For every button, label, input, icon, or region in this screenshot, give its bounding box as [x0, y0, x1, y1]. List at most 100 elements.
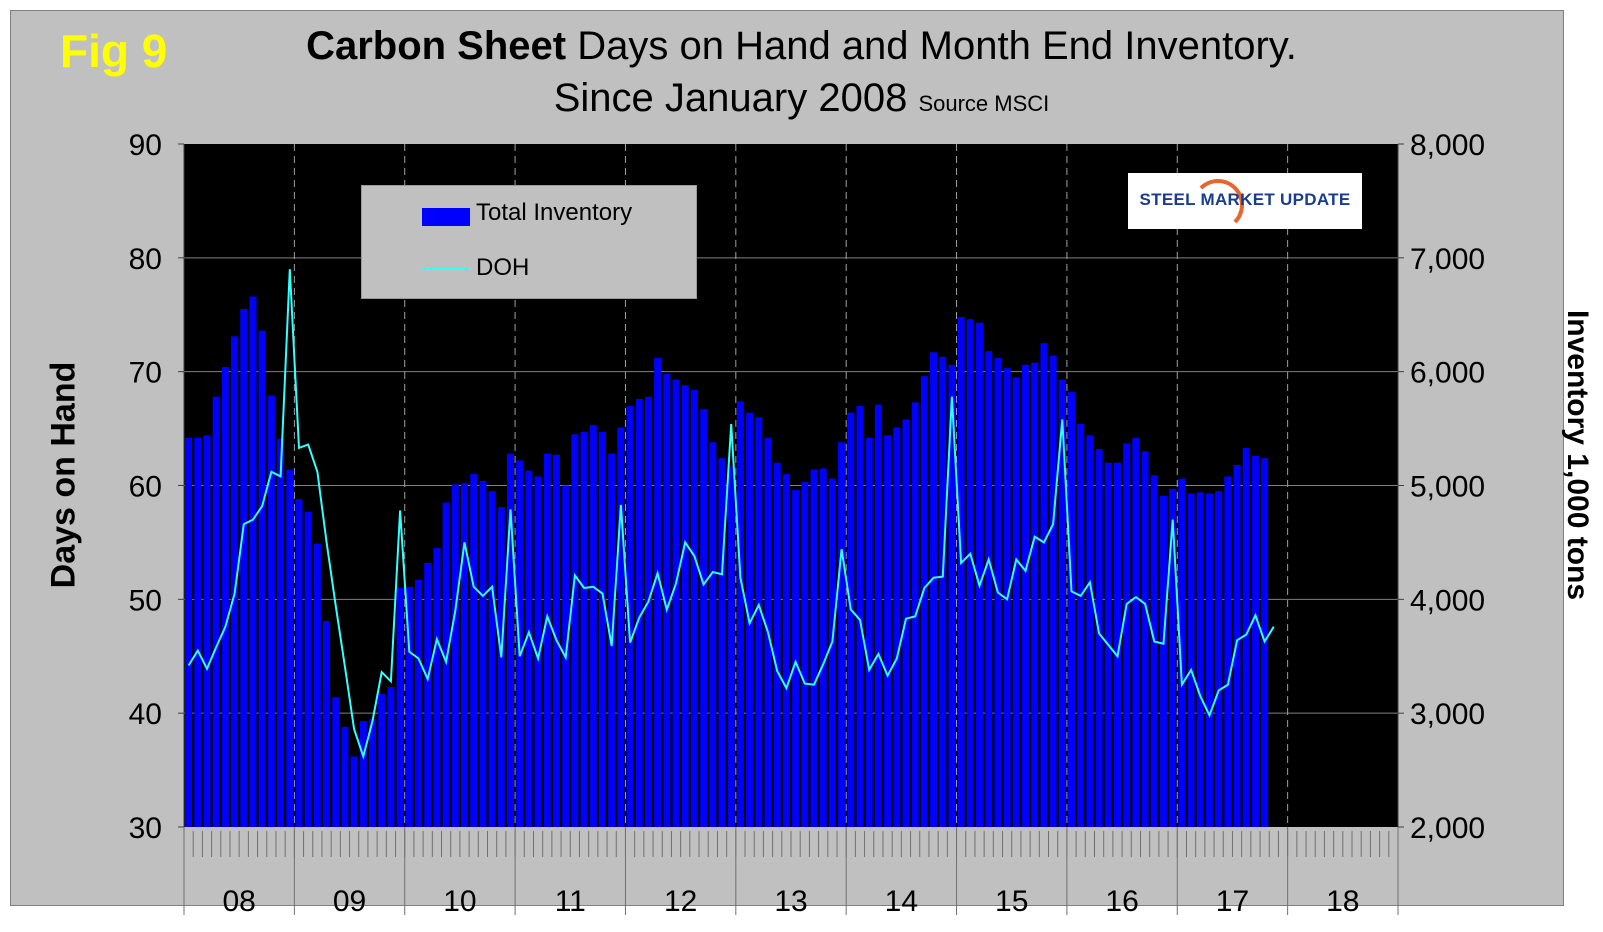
x-tick-label-year: 15 [995, 885, 1028, 918]
bar-total-inventory [893, 427, 901, 827]
bar-total-inventory [185, 437, 193, 827]
legend-label-doh: DOH [476, 254, 530, 281]
bar-total-inventory [433, 548, 441, 827]
legend-label-inventory: Total Inventory [476, 199, 633, 226]
bar-total-inventory [304, 511, 312, 827]
bar-total-inventory [203, 435, 211, 827]
bar-total-inventory [313, 543, 321, 827]
bar-total-inventory [672, 379, 680, 827]
chart-source: Source MSCI [918, 91, 1050, 116]
bar-total-inventory [286, 469, 294, 827]
bar-total-inventory [782, 474, 790, 827]
bar-total-inventory [1113, 462, 1121, 827]
logo-text: STEEL MARKET UPDATE [1139, 190, 1351, 209]
bar-total-inventory [709, 442, 717, 827]
bar-total-inventory [773, 462, 781, 827]
bar-total-inventory [277, 438, 285, 827]
bar-total-inventory [939, 356, 947, 827]
bar-total-inventory [700, 409, 708, 827]
bar-total-inventory [1159, 495, 1167, 827]
bar-total-inventory [405, 586, 413, 827]
bar-total-inventory [378, 693, 386, 827]
bar-total-inventory [1178, 478, 1186, 827]
bar-total-inventory [1049, 355, 1057, 827]
bar-total-inventory [1086, 435, 1094, 827]
bar-total-inventory [1031, 362, 1039, 827]
bar-total-inventory [1022, 364, 1030, 827]
bar-total-inventory [231, 336, 239, 827]
bar-total-inventory [930, 352, 938, 827]
bar-total-inventory [617, 427, 625, 827]
bar-total-inventory [221, 367, 229, 827]
x-tick-label-year: 14 [885, 885, 918, 918]
bar-total-inventory [341, 726, 349, 827]
bar-total-inventory [240, 309, 248, 827]
legend-swatch-doh [422, 268, 470, 270]
bar-total-inventory [497, 507, 505, 827]
bar-total-inventory [1187, 493, 1195, 827]
bar-total-inventory [598, 431, 606, 827]
bar-total-inventory [543, 453, 551, 827]
bar-total-inventory [332, 697, 340, 827]
bar-total-inventory [884, 435, 892, 827]
line-doh [187, 269, 1275, 760]
bar-total-inventory [369, 718, 377, 827]
bar-total-inventory [350, 756, 358, 827]
bar-total-inventory [966, 319, 974, 827]
x-tick-label-year: 08 [222, 885, 255, 918]
bar-total-inventory [451, 484, 459, 827]
bar-total-inventory [387, 686, 395, 827]
bar-total-inventory [1141, 451, 1149, 827]
bar-total-inventory [442, 502, 450, 827]
bar-total-inventory [626, 405, 634, 827]
x-tick-label-year: 12 [664, 885, 697, 918]
y-tick-label-right: 2,000 [1410, 812, 1485, 845]
bar-total-inventory [194, 437, 202, 827]
x-tick-label-year: 18 [1326, 885, 1359, 918]
y-tick-label-right: 5,000 [1410, 471, 1485, 504]
bar-total-inventory [801, 482, 809, 827]
bar-total-inventory [819, 468, 827, 827]
bar-total-inventory [1012, 377, 1020, 827]
x-tick-label-year: 16 [1105, 885, 1138, 918]
bar-total-inventory [1169, 488, 1177, 827]
bar-total-inventory [1242, 447, 1250, 827]
bar-total-inventory [1058, 379, 1066, 827]
y-tick-label-left: 30 [129, 812, 162, 845]
x-tick-label-year: 17 [1216, 885, 1249, 918]
bar-total-inventory [470, 474, 478, 827]
bar-total-inventory [681, 385, 689, 827]
bar-total-inventory [525, 470, 533, 827]
bar-total-inventory [920, 376, 928, 827]
bar-total-inventory [1040, 343, 1048, 827]
y-tick-label-left: 80 [129, 243, 162, 276]
bar-total-inventory [589, 425, 597, 827]
x-tick-label-year: 10 [443, 885, 476, 918]
y-tick-label-right: 4,000 [1410, 584, 1485, 617]
bar-total-inventory [424, 562, 432, 827]
bar-total-inventory [534, 476, 542, 827]
x-tick-label-year: 09 [333, 885, 366, 918]
bar-total-inventory [948, 364, 956, 827]
bar-total-inventory [874, 404, 882, 827]
figure-label: Fig 9 [60, 25, 168, 77]
bar-total-inventory [1123, 443, 1131, 827]
steel-market-update-logo: STEEL MARKET UPDATE [1128, 173, 1362, 231]
chart-title-bold: Carbon Sheet [306, 24, 567, 68]
bar-total-inventory [690, 389, 698, 827]
chart-subtitle-line: Since January 2008 Source MSCI [0, 76, 1603, 121]
y-tick-label-left: 40 [129, 698, 162, 731]
bar-total-inventory [828, 478, 836, 827]
bar-total-inventory [479, 480, 487, 827]
bar-total-inventory [654, 358, 662, 827]
bar-total-inventory [1205, 493, 1213, 827]
bar-total-inventory [488, 491, 496, 827]
bar-total-inventory [461, 483, 469, 827]
bar-total-inventory [1196, 492, 1204, 827]
bar-total-inventory [258, 330, 266, 827]
bar-total-inventory [212, 396, 220, 827]
bar-total-inventory [580, 431, 588, 827]
bar-total-inventory [1132, 437, 1140, 827]
chart-title-rest: Days on Hand and Month End Inventory. [566, 24, 1297, 68]
